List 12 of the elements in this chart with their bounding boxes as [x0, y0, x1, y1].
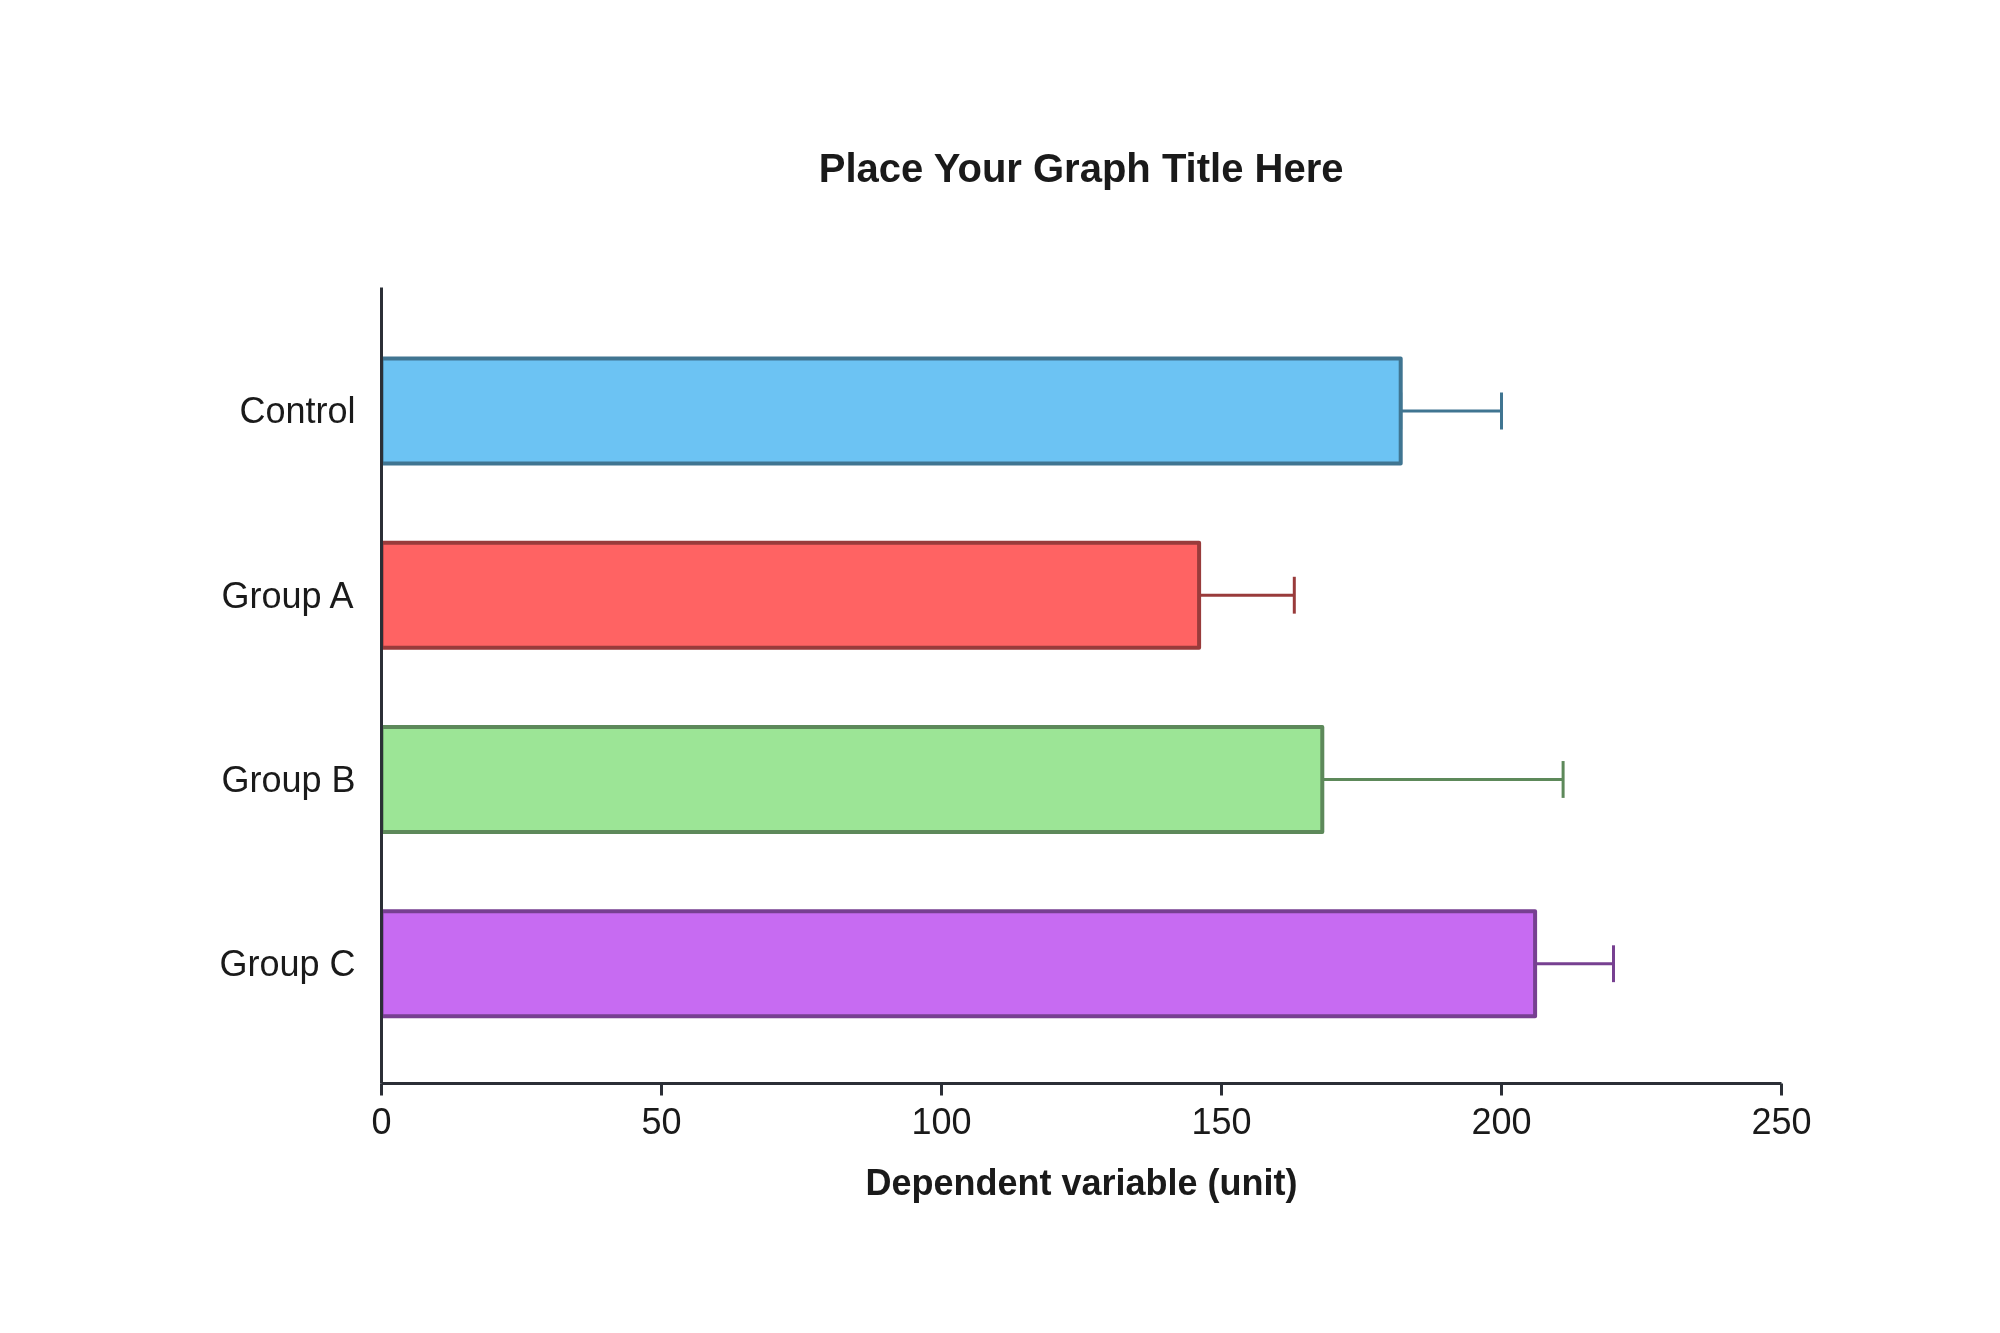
x-tick-label: 150 [1191, 1100, 1252, 1142]
x-tick-label: 250 [1751, 1100, 1812, 1142]
y-tick-label: Group B [221, 758, 356, 800]
x-tick-label: 50 [641, 1100, 682, 1142]
y-tick-label: Control [239, 390, 356, 432]
chart-title: Place Your Graph Title Here [818, 146, 1344, 190]
y-tick-label: Group C [219, 943, 356, 985]
x-tick-label: 200 [1471, 1100, 1532, 1142]
y-tick-label: Group A [221, 574, 354, 616]
x-tick-label: 100 [911, 1100, 972, 1142]
x-axis-title: Dependent variable (unit) [865, 1161, 1298, 1203]
x-tick-label: 0 [371, 1100, 392, 1142]
